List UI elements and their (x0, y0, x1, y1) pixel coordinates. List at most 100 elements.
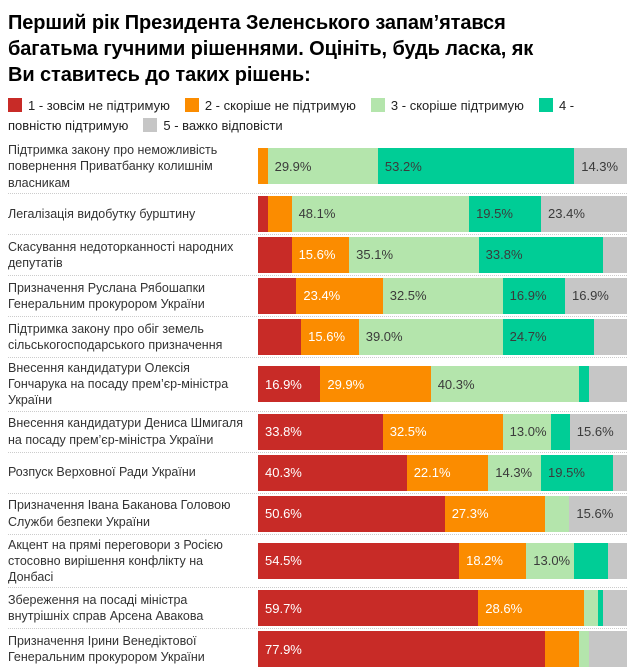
segment-value-label: 77.9% (265, 641, 302, 657)
bar-segment: 53.2% (377, 148, 575, 185)
stacked-bar: 40.3% 22.1% 14.3% 19.5% (258, 454, 628, 491)
legend-label: 5 - важко відповісти (163, 117, 283, 133)
segment-value-label: 15.6% (576, 424, 614, 439)
bar-segment: 77.9% (258, 631, 546, 668)
segment-value-label: 50.6% (265, 506, 302, 521)
stacked-bar: 48.1% 19.5% 23.4% (258, 195, 628, 232)
category-label: Призначення Руслана Рябошапки Генеральни… (8, 280, 206, 311)
page-title: Перший рік Президента Зеленського запам’… (8, 12, 534, 86)
bar-segment: 22.1% (406, 454, 489, 491)
category-label: Підтримка закону про обіг земель сільськ… (8, 321, 223, 352)
bar-segment (258, 148, 268, 185)
segment-value-label: 53.2% (384, 158, 422, 174)
segment-value-label: 16.9% (265, 376, 302, 392)
bar-segment: 14.3% (488, 454, 542, 491)
bar-segment (612, 454, 628, 491)
bar-segment: 54.5% (258, 542, 460, 579)
bar-segment: 19.5% (469, 195, 542, 232)
bar-segment: 15.6% (301, 318, 359, 355)
bar-segment: 39.0% (358, 318, 503, 355)
bar-segment (258, 318, 302, 355)
category-label: Акцент на прямі переговори з Росією стос… (8, 537, 223, 585)
category-label: Розпуск Верховної Ради України (8, 465, 196, 480)
chart-rows: Підтримка закону про неможливість поверн… (8, 140, 628, 669)
segment-value-label: 15.6% (576, 506, 614, 521)
segment-value-label: 32.5% (389, 424, 427, 439)
table-row: Призначення Руслана Рябошапки Генеральни… (8, 274, 628, 316)
bar-segment (579, 631, 589, 668)
legend: 1 - зовсім не підтримую 2 - скоріше не пі… (8, 96, 627, 135)
segment-value-label: 15.6% (308, 329, 346, 345)
bar-segment (603, 236, 628, 273)
segment-value-label: 13.0% (533, 553, 571, 569)
bar-segment: 27.3% (444, 495, 546, 532)
bar-segment: 29.9% (320, 366, 431, 403)
legend-item: 4 - повністю підтримую (8, 98, 574, 133)
legend-swatch-icon (8, 98, 22, 112)
table-row: Легалізація видобутку бурштину 48.1% 19.5%… (8, 192, 628, 234)
bar-segment: 16.9% (502, 277, 565, 314)
bar-segment: 15.6% (569, 495, 627, 532)
segment-value-label: 28.6% (485, 600, 523, 616)
bar-segment: 13.0% (502, 413, 551, 450)
category-label: Внесення кандидатури Олексія Гончарука н… (8, 360, 229, 408)
segment-value-label: 19.5% (476, 206, 513, 222)
bar-segment: 13.0% (526, 542, 575, 579)
legend-swatch-icon (538, 98, 553, 112)
segment-value-label: 24.7% (509, 329, 547, 345)
category-label: Скасування недоторканності народних депу… (8, 239, 234, 270)
bar-segment (607, 542, 627, 579)
bar-segment (603, 590, 627, 627)
segment-value-label: 32.5% (389, 288, 427, 304)
bar-segment: 29.9% (267, 148, 378, 185)
bar-segment: 19.5% (541, 454, 613, 491)
bar-segment (574, 542, 608, 579)
legend-item: 1 - зовсім не підтримую (8, 98, 170, 113)
bar-segment (588, 631, 627, 668)
segment-value-label: 59.7% (265, 600, 302, 616)
segment-value-label: 23.4% (303, 288, 341, 304)
table-row: Призначення Ірини Венедіктової Генеральн… (8, 628, 627, 669)
segment-value-label: 29.9% (274, 158, 312, 174)
bar-segment: 32.5% (382, 413, 503, 450)
bar-segment: 50.6% (258, 495, 445, 532)
bar-segment (593, 318, 628, 355)
stacked-bar: 23.4% 32.5% 16.9% 16.9% (258, 277, 628, 314)
segment-value-label: 14.3% (581, 158, 619, 174)
segment-value-label: 16.9% (509, 288, 547, 304)
segment-value-label: 33.8% (265, 424, 302, 439)
segment-value-label: 54.5% (265, 553, 302, 569)
table-row: Розпуск Верховної Ради України 40.3% 22.1%… (8, 451, 628, 493)
legend-item: 2 - скоріше не підтримую (184, 98, 356, 113)
legend-item: 5 - важко відповісти (143, 117, 283, 133)
segment-value-label: 27.3% (451, 506, 489, 521)
legend-label: 4 - повністю підтримую (8, 98, 575, 133)
segment-value-label: 23.4% (548, 206, 585, 222)
legend-swatch-icon (370, 98, 385, 112)
table-row: Внесення кандидатури Олексія Гончарука н… (8, 356, 628, 411)
segment-value-label: 14.3% (495, 465, 533, 480)
category-label: Підтримка закону про неможливість поверн… (8, 143, 218, 190)
bar-segment (258, 277, 297, 314)
bar-segment: 23.4% (296, 277, 383, 314)
stacked-bar: 54.5% 18.2% 13.0% (258, 542, 627, 579)
category-label: Легалізація видобутку бурштину (8, 206, 196, 221)
bar-segment (545, 631, 580, 668)
bar-segment: 35.1% (349, 236, 479, 273)
segment-value-label: 13.0% (509, 424, 547, 439)
segment-value-label: 15.6% (298, 247, 336, 263)
table-row: Збереження на посаді міністра внутрішніх… (8, 587, 627, 628)
table-row: Акцент на прямі переговори з Росією стос… (8, 533, 627, 588)
bar-segment (258, 236, 292, 273)
category-label: Збереження на посаді міністра внутрішніх… (8, 593, 204, 624)
bar-segment (579, 366, 589, 403)
table-row: Внесення кандидатури Дениса Шмигаля на п… (8, 410, 628, 452)
bar-segment (550, 413, 570, 450)
legend-item: 3 - скоріше підтримую (370, 98, 524, 113)
bar-segment: 18.2% (459, 542, 527, 579)
table-row: Підтримка закону про неможливість поверн… (8, 140, 627, 193)
bar-segment: 59.7% (258, 590, 479, 627)
bar-segment: 14.3% (574, 148, 627, 185)
bar-segment: 23.4% (541, 195, 628, 232)
